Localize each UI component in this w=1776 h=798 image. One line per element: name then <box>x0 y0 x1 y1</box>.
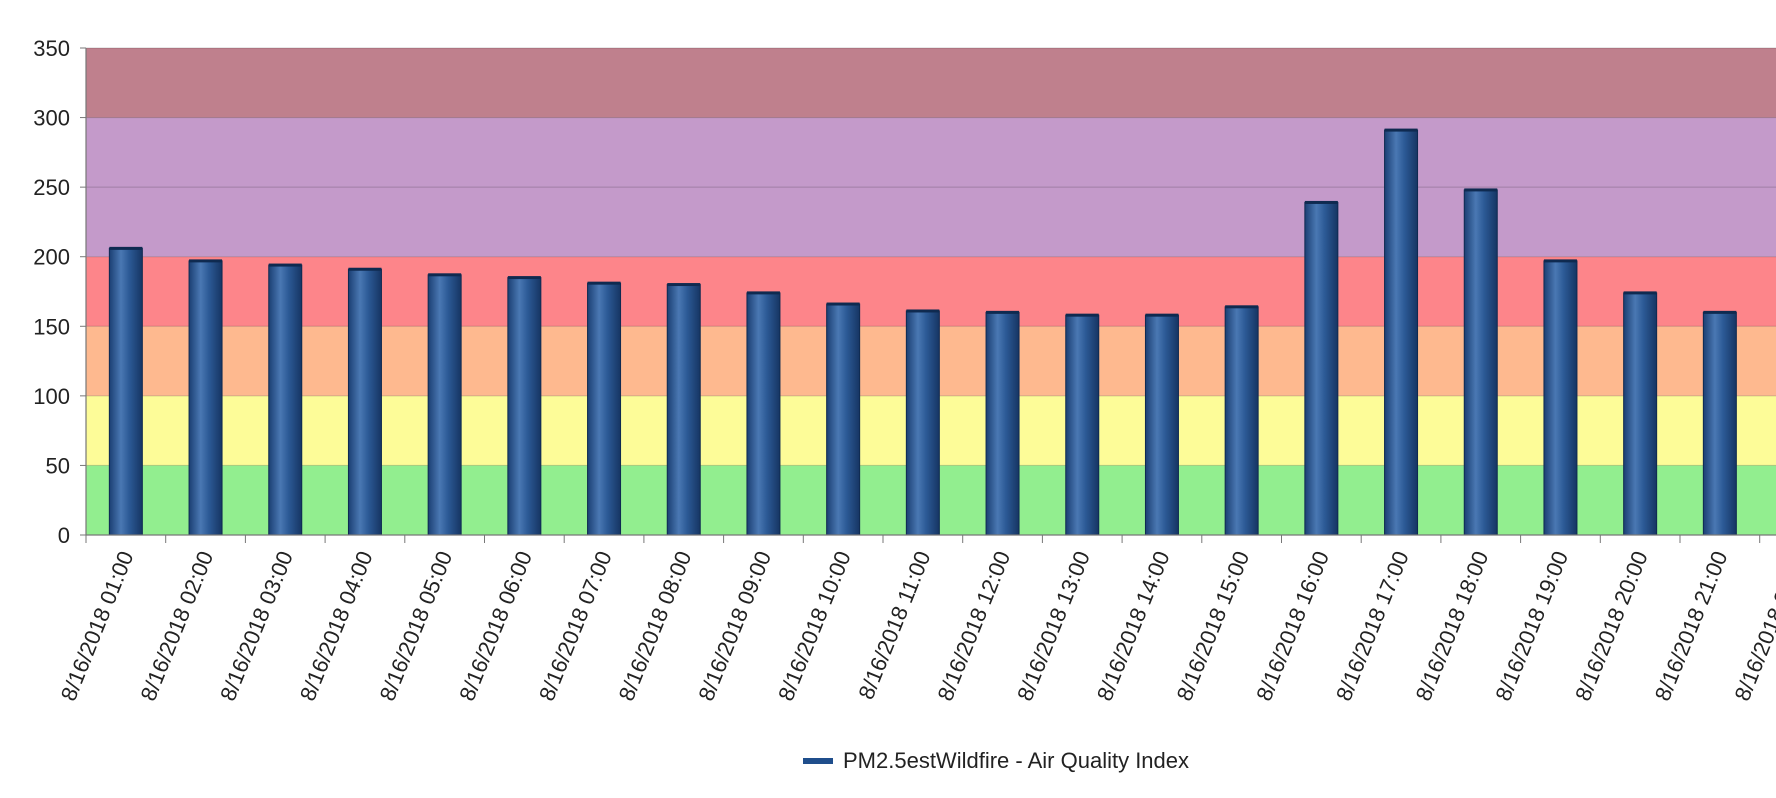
legend: PM2.5estWildfire - Air Quality Index <box>803 747 1189 775</box>
bar-20 <box>1623 291 1658 536</box>
x-tick-label: 8/16/2018 17:00 <box>1331 548 1414 705</box>
bar-body <box>1224 306 1259 536</box>
bar-body <box>1065 314 1100 536</box>
x-tick-label: 8/16/2018 20:00 <box>1570 548 1653 705</box>
bar-9 <box>746 291 781 536</box>
bar-cap <box>1543 259 1577 263</box>
bar-body <box>746 292 781 536</box>
bar-15 <box>1224 305 1259 536</box>
bar-10 <box>826 302 861 536</box>
x-tick-label: 8/16/2018 12:00 <box>932 548 1015 705</box>
bar-11 <box>905 309 940 536</box>
bar-18 <box>1463 188 1498 536</box>
bar-1 <box>108 246 143 536</box>
y-tick-label: 50 <box>46 453 70 478</box>
bar-14 <box>1144 313 1179 536</box>
bar-body <box>347 268 382 536</box>
bar-cap <box>507 276 541 280</box>
bar-cap <box>268 263 302 267</box>
x-tick-label: 8/16/2018 09:00 <box>693 548 776 705</box>
y-tick-label: 200 <box>33 245 70 270</box>
bar-cap <box>1623 291 1657 295</box>
bar-3 <box>268 263 303 536</box>
bar-cap <box>1384 128 1418 132</box>
bar-cap <box>1703 310 1737 314</box>
x-tick-label: 8/16/2018 22:00 <box>1729 548 1776 705</box>
bar-cap <box>1464 188 1498 192</box>
bar-16 <box>1304 200 1339 536</box>
x-tick-label: 8/16/2018 15:00 <box>1172 548 1255 705</box>
x-tick-label: 8/16/2018 13:00 <box>1012 548 1095 705</box>
bar-cap <box>189 259 223 263</box>
bar-body <box>1543 260 1578 536</box>
x-tick-label: 8/16/2018 21:00 <box>1650 548 1733 705</box>
bar-body <box>666 284 701 536</box>
bar-body <box>108 247 143 536</box>
aqi-band-5 <box>86 48 1776 118</box>
bar-body <box>826 303 861 536</box>
bar-body <box>985 311 1020 536</box>
bar-13 <box>1065 313 1100 536</box>
bar-cap <box>109 246 143 250</box>
x-tick-label: 8/16/2018 08:00 <box>614 548 697 705</box>
bar-17 <box>1384 128 1419 536</box>
bar-body <box>427 274 462 536</box>
bar-body <box>188 260 223 536</box>
bar-body <box>1304 201 1339 536</box>
y-tick-label: 250 <box>33 175 70 200</box>
bar-cap <box>1304 200 1338 204</box>
bar-cap <box>428 273 462 277</box>
bar-8 <box>666 283 701 536</box>
bar-19 <box>1543 259 1578 536</box>
bar-cap <box>986 310 1020 314</box>
x-tick-label: 8/16/2018 01:00 <box>56 548 139 705</box>
x-tick-label: 8/16/2018 03:00 <box>215 548 298 705</box>
x-tick-label: 8/16/2018 05:00 <box>375 548 458 705</box>
y-tick-label: 350 <box>33 36 70 61</box>
x-tick-label: 8/16/2018 06:00 <box>454 548 537 705</box>
legend-label: PM2.5estWildfire - Air Quality Index <box>843 748 1190 773</box>
x-tick-label: 8/16/2018 02:00 <box>135 548 218 705</box>
x-tick-label: 8/16/2018 16:00 <box>1251 548 1334 705</box>
bar-2 <box>188 259 223 536</box>
bar-cap <box>906 309 940 313</box>
bar-cap <box>348 267 382 271</box>
bar-body <box>507 277 542 536</box>
bar-body <box>1144 314 1179 536</box>
bar-7 <box>587 281 622 536</box>
bar-cap <box>1145 313 1179 317</box>
bar-body <box>1702 311 1737 536</box>
bar-cap <box>826 302 860 306</box>
x-tick-label: 8/16/2018 18:00 <box>1411 548 1494 705</box>
bar-cap <box>746 291 780 295</box>
bar-body <box>905 310 940 536</box>
bar-21 <box>1702 310 1737 536</box>
bar-cap <box>587 281 621 285</box>
y-tick-label: 300 <box>33 106 70 131</box>
bar-body <box>587 282 622 536</box>
x-tick-label: 8/16/2018 14:00 <box>1092 548 1175 705</box>
bar-5 <box>427 273 462 536</box>
bar-body <box>1463 189 1498 536</box>
bar-body <box>268 264 303 536</box>
y-tick-label: 150 <box>33 314 70 339</box>
x-tick-label: 8/16/2018 10:00 <box>773 548 856 705</box>
x-tick-label: 8/16/2018 04:00 <box>295 548 378 705</box>
bar-cap <box>1065 313 1099 317</box>
y-tick-label: 0 <box>58 523 70 548</box>
bar-12 <box>985 310 1020 536</box>
x-tick-label: 8/16/2018 07:00 <box>534 548 617 705</box>
x-tick-label: 8/16/2018 19:00 <box>1490 548 1573 705</box>
x-tick-label: 8/16/2018 11:00 <box>853 548 935 703</box>
bar-cap <box>667 283 701 287</box>
bar-4 <box>347 267 382 536</box>
bar-body <box>1623 292 1658 536</box>
y-tick-label: 100 <box>33 384 70 409</box>
bar-body <box>1384 129 1419 536</box>
legend-swatch <box>803 758 833 764</box>
bar-6 <box>507 276 542 536</box>
bar-cap <box>1225 305 1259 309</box>
